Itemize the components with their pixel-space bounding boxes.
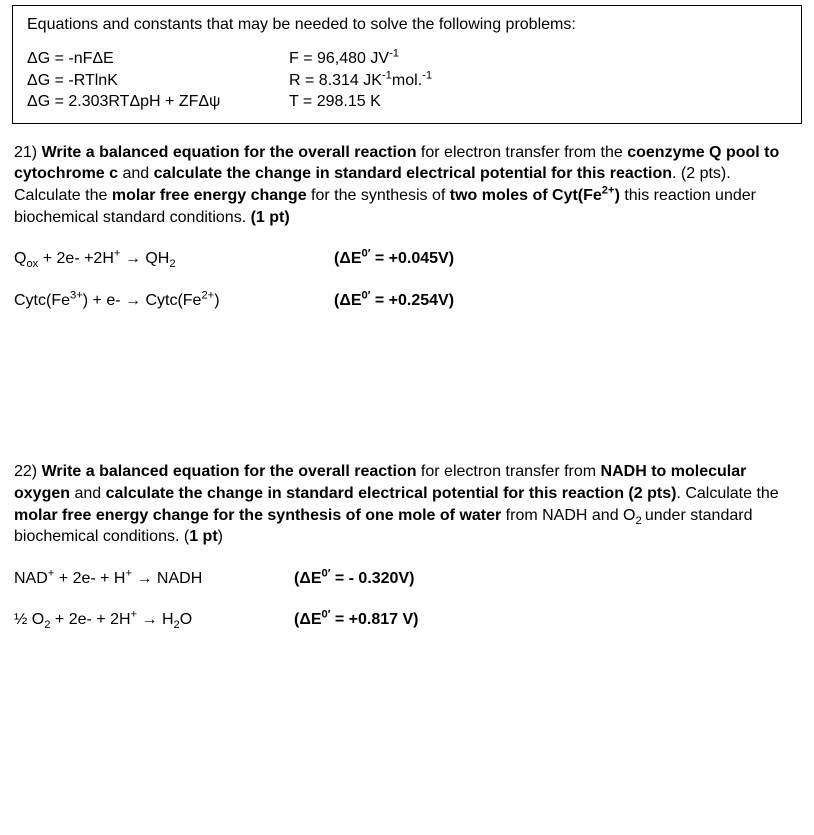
q22-eq1-right: (ΔE0′ = - 0.320V) [294, 568, 414, 590]
q21-eq2-right: (ΔE0′ = +0.254V) [334, 290, 454, 312]
q22-eq2-left: ½ O2 + 2e- + 2H+ → H2O [14, 609, 294, 631]
const-l1: ΔG = -nFΔE [27, 48, 289, 70]
q21-eq1: Qox + 2e- +2H+ → QH2 (ΔE0′ = +0.045V) [14, 248, 800, 270]
const-r1: F = 96,480 JV-1 [289, 48, 787, 70]
q22-eq1-left: NAD+ + 2e- + H+ → NADH [14, 568, 294, 590]
const-l3: ΔG = 2.303RTΔpH + ZFΔψ [27, 91, 289, 113]
q21-eq1-right: (ΔE0′ = +0.045V) [334, 248, 454, 270]
constants-box: Equations and constants that may be need… [12, 5, 802, 124]
q22-eq2: ½ O2 + 2e- + 2H+ → H2O (ΔE0′ = +0.817 V) [14, 609, 800, 631]
q22-text: 22) Write a balanced equation for the ov… [14, 461, 800, 547]
question-22: 22) Write a balanced equation for the ov… [14, 461, 800, 631]
const-l2: ΔG = -RTlnK [27, 70, 289, 92]
const-r3: T = 298.15 K [289, 91, 787, 113]
q22-eq1: NAD+ + 2e- + H+ → NADH (ΔE0′ = - 0.320V) [14, 568, 800, 590]
const-r2: R = 8.314 JK-1mol.-1 [289, 70, 787, 92]
question-21: 21) Write a balanced equation for the ov… [14, 142, 800, 312]
q21-eq2-left: Cytc(Fe3+) + e- → Cytc(Fe2+) [14, 290, 334, 312]
q21-eq1-left: Qox + 2e- +2H+ → QH2 [14, 248, 334, 270]
q22-eq2-right: (ΔE0′ = +0.817 V) [294, 609, 418, 631]
constants-heading: Equations and constants that may be need… [27, 16, 787, 34]
spacer [0, 331, 814, 461]
q21-text: 21) Write a balanced equation for the ov… [14, 142, 800, 228]
q21-eq2: Cytc(Fe3+) + e- → Cytc(Fe2+) (ΔE0′ = +0.… [14, 290, 800, 312]
constants-grid: ΔG = -nFΔE F = 96,480 JV-1 ΔG = -RTlnK R… [27, 48, 787, 113]
